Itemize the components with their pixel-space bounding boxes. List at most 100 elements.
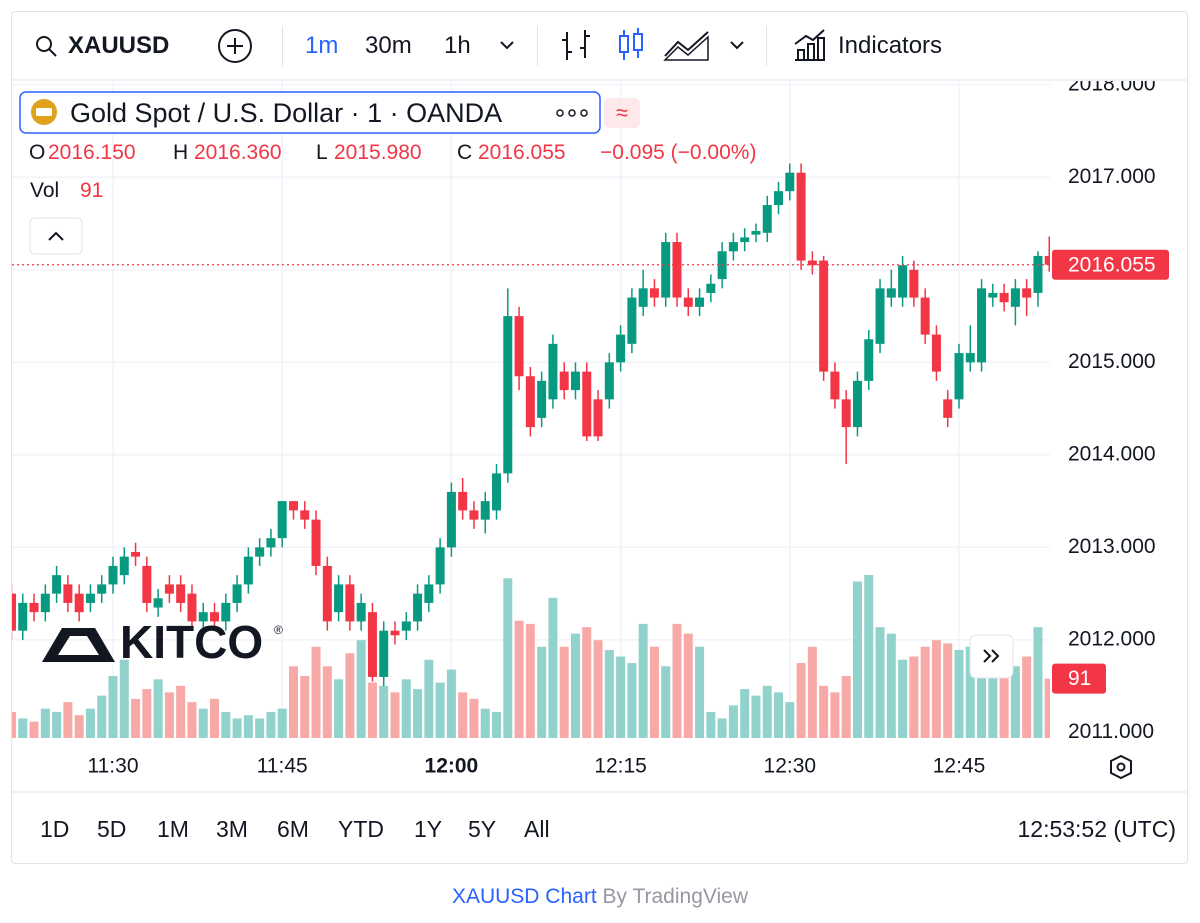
volume-bar	[480, 708, 490, 738]
legend-box[interactable]	[19, 91, 601, 134]
volume-bar	[819, 685, 829, 738]
volume-bar	[661, 666, 671, 738]
candle-body	[920, 297, 930, 335]
volume-bar	[401, 679, 411, 738]
candle-body	[458, 491, 468, 511]
volume-bar	[108, 676, 118, 738]
interval[interactable]: 1h	[444, 32, 471, 59]
candle-body	[661, 242, 671, 298]
volume-bar	[221, 711, 231, 738]
legend-menu[interactable]	[556, 109, 588, 117]
volume-bar	[187, 702, 197, 738]
interval[interactable]: 1m	[305, 32, 339, 59]
range-button[interactable]: 6M	[277, 816, 309, 842]
footer-link[interactable]: XAUUSD Chart	[451, 885, 597, 908]
candle-body	[232, 584, 242, 603]
volume-bar	[74, 715, 84, 738]
candle-body	[18, 602, 28, 631]
candle-body	[570, 371, 580, 391]
legend-title[interactable]: Gold Spot / U.S. Dollar · 1 · OANDA	[70, 98, 503, 128]
candle-body	[40, 593, 50, 613]
candle-body	[514, 316, 524, 377]
volume-bar	[142, 689, 152, 738]
ohlc-label: L	[316, 141, 328, 164]
volume-bar	[627, 663, 637, 738]
symbol[interactable]: XAUUSD	[68, 32, 170, 59]
last-volume-box	[1052, 663, 1106, 694]
candle-body	[965, 353, 975, 363]
volume-bar	[796, 663, 806, 738]
clock[interactable]: 12:53:52 (UTC)	[1017, 816, 1176, 842]
ohlc-label: O	[29, 141, 46, 164]
ohlc-label: C	[457, 141, 473, 164]
separator	[282, 26, 283, 66]
compare-icon: ≈	[616, 100, 628, 125]
volume-bar	[1022, 656, 1032, 738]
candle-body	[1010, 288, 1020, 307]
candle-body	[898, 265, 908, 298]
volume-value: 91	[80, 179, 104, 202]
scroll-button[interactable]	[969, 634, 1014, 679]
candle-body	[943, 399, 953, 418]
range-button[interactable]: 5D	[97, 816, 127, 842]
range-button[interactable]: 3M	[216, 816, 248, 842]
interval[interactable]: 30m	[365, 32, 412, 59]
range-button[interactable]: 1M	[157, 816, 189, 842]
range-button[interactable]: 1Y	[414, 816, 443, 842]
indicators-button[interactable]: Indicators	[838, 32, 943, 59]
settings-icon[interactable]	[1110, 754, 1132, 780]
volume-bar	[131, 698, 141, 738]
volume-bar	[176, 685, 186, 738]
range-button[interactable]: YTD	[338, 816, 384, 842]
candle-body	[638, 288, 648, 307]
candle-body	[52, 575, 62, 594]
volume-bar	[40, 708, 50, 738]
volume-bar	[807, 646, 817, 738]
candle-body	[1033, 255, 1043, 293]
volume-bar	[277, 708, 287, 738]
volume-bar	[424, 659, 434, 738]
volume-bar	[413, 689, 423, 738]
candle-body	[604, 362, 614, 400]
collapse-button[interactable]	[29, 217, 83, 255]
candle-body	[1044, 255, 1050, 265]
y-tick-label: 2018.000	[1068, 72, 1156, 95]
candle-body	[334, 584, 344, 613]
candle-body	[807, 260, 817, 266]
volume-bar	[503, 578, 513, 738]
candle-body	[288, 501, 298, 511]
candle-body	[63, 584, 73, 603]
candle-body	[819, 260, 829, 372]
volume-bar	[616, 656, 626, 738]
volume-bar	[525, 623, 535, 738]
volume-bar	[841, 676, 851, 738]
volume-bar	[492, 711, 502, 738]
volume-bar	[85, 708, 95, 738]
candle-body	[266, 538, 276, 548]
candle-body	[977, 288, 987, 363]
volume-bar	[548, 597, 558, 738]
candle-body	[627, 297, 637, 344]
candle-body	[864, 339, 874, 381]
volume-bar	[852, 581, 862, 738]
volume-bar	[909, 656, 919, 738]
candle-body	[582, 371, 592, 437]
candle-body	[886, 288, 896, 298]
volume-bar	[898, 659, 908, 738]
range-button[interactable]: 1D	[40, 816, 70, 842]
range-button[interactable]: 5Y	[468, 816, 497, 842]
candle-body	[322, 565, 332, 622]
candle-body	[119, 556, 129, 576]
candle-body	[198, 612, 208, 622]
x-tick-label: 12:15	[594, 755, 647, 778]
range-button[interactable]: All	[524, 816, 550, 842]
volume-bar	[999, 663, 1009, 738]
x-tick-label: 12:00	[425, 755, 479, 778]
volume-bar	[830, 692, 840, 738]
volume-bar	[559, 646, 569, 738]
candle-body	[503, 316, 513, 474]
compare-button[interactable]	[604, 98, 640, 128]
ohlc-value: 2016.150	[48, 141, 136, 164]
volume-bar	[18, 718, 28, 738]
last-price-label: 2016.055	[1068, 253, 1156, 276]
